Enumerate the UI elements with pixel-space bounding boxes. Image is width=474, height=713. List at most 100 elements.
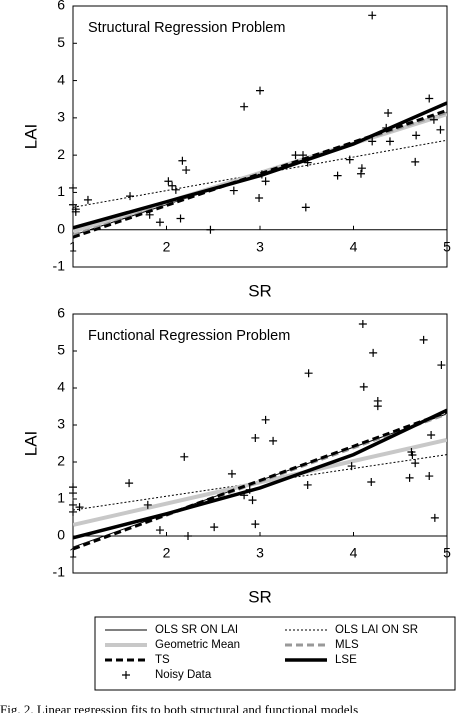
data-point <box>240 491 249 500</box>
data-point <box>368 137 377 146</box>
data-point <box>83 195 92 204</box>
data-point <box>69 200 77 209</box>
data-point <box>303 158 312 167</box>
x-tick-label: 4 <box>350 238 358 254</box>
legend-label: LSE <box>335 654 357 666</box>
legend-box <box>94 616 456 691</box>
data-point <box>304 369 313 378</box>
x-tick-label: 5 <box>443 545 451 561</box>
data-point <box>430 513 439 522</box>
x-tick-label: 3 <box>256 545 264 561</box>
data-point <box>333 171 342 180</box>
y-tick-label: 2 <box>57 146 65 162</box>
x-tick-label: 2 <box>163 238 171 254</box>
legend-label: Noisy Data <box>155 669 212 681</box>
y-tick-label: 5 <box>57 34 65 50</box>
y-tick-label: 6 <box>57 305 65 321</box>
legend-label: Geometric Mean <box>155 639 240 651</box>
data-point <box>125 479 134 488</box>
data-point <box>367 477 376 486</box>
data-point <box>385 137 394 146</box>
data-point <box>164 177 173 186</box>
data-point <box>359 382 368 391</box>
data-point <box>229 186 238 195</box>
data-point <box>405 473 414 482</box>
data-point <box>184 532 193 540</box>
data-point <box>269 436 278 445</box>
data-point <box>182 166 191 175</box>
data-point <box>210 523 219 532</box>
data-point <box>256 86 264 95</box>
data-point <box>145 210 154 219</box>
legend-marker <box>122 671 130 679</box>
y-axis-label: LAI <box>21 124 40 150</box>
data-point <box>425 94 434 103</box>
data-point <box>303 480 312 489</box>
data-point <box>227 469 236 478</box>
legend-label: OLS SR ON LAI <box>155 624 238 636</box>
y-tick-label: -1 <box>53 258 66 274</box>
data-point <box>382 123 391 132</box>
data-point <box>358 319 367 328</box>
data-point <box>69 183 77 192</box>
data-point <box>427 430 436 439</box>
data-point <box>155 526 164 535</box>
data-point <box>178 156 187 165</box>
y-tick-label: 6 <box>57 0 65 13</box>
x-axis-label: SR <box>248 281 272 300</box>
data-point <box>368 11 377 20</box>
data-point <box>384 109 393 118</box>
data-point <box>369 348 378 357</box>
x-tick-label: 5 <box>443 238 451 254</box>
x-tick-label: 3 <box>256 238 264 254</box>
y-tick-label: 2 <box>57 453 65 469</box>
x-axis-label: SR <box>248 587 272 606</box>
legend-label: OLS LAI ON SR <box>335 624 418 636</box>
data-point <box>180 452 189 461</box>
regression-line <box>73 101 447 230</box>
x-tick-label: 2 <box>163 545 171 561</box>
data-point <box>261 177 270 186</box>
data-point <box>436 125 445 134</box>
legend-label: TS <box>155 654 170 666</box>
data-point <box>71 205 80 214</box>
data-point <box>248 496 257 505</box>
y-tick-label: 1 <box>57 183 65 199</box>
plot-area <box>73 408 447 551</box>
data-point <box>425 472 434 481</box>
data-point <box>419 335 428 344</box>
y-tick-label: 5 <box>57 342 65 358</box>
data-point <box>69 500 77 509</box>
x-tick-label: 1 <box>69 545 77 561</box>
data-point <box>299 151 308 160</box>
data-point <box>437 361 446 370</box>
data-point <box>291 151 300 160</box>
data-point <box>69 507 77 516</box>
data-point <box>206 225 215 234</box>
data-point <box>429 115 438 124</box>
y-tick-label: 0 <box>57 527 65 543</box>
data-point <box>240 102 249 111</box>
data-point <box>408 450 417 459</box>
chart-title: Structural Regression Problem <box>88 20 285 36</box>
plot-area <box>73 101 447 239</box>
data-point <box>357 164 366 173</box>
data-point <box>251 433 260 442</box>
data-point <box>171 185 180 194</box>
data-point <box>69 489 77 498</box>
data-point <box>261 415 270 424</box>
regression-line <box>73 410 447 551</box>
data-point <box>347 462 356 471</box>
chart-title: Functional Regression Problem <box>88 328 290 344</box>
plot-frame <box>72 313 448 574</box>
x-tick-label: 4 <box>350 545 358 561</box>
data-point <box>301 203 310 212</box>
data-point <box>251 520 260 529</box>
legend-label: MLS <box>335 639 359 651</box>
data-point <box>412 131 421 140</box>
y-tick-label: 0 <box>57 220 65 236</box>
data-point <box>356 169 365 178</box>
data-point <box>75 503 84 512</box>
y-tick-label: -1 <box>53 564 66 580</box>
